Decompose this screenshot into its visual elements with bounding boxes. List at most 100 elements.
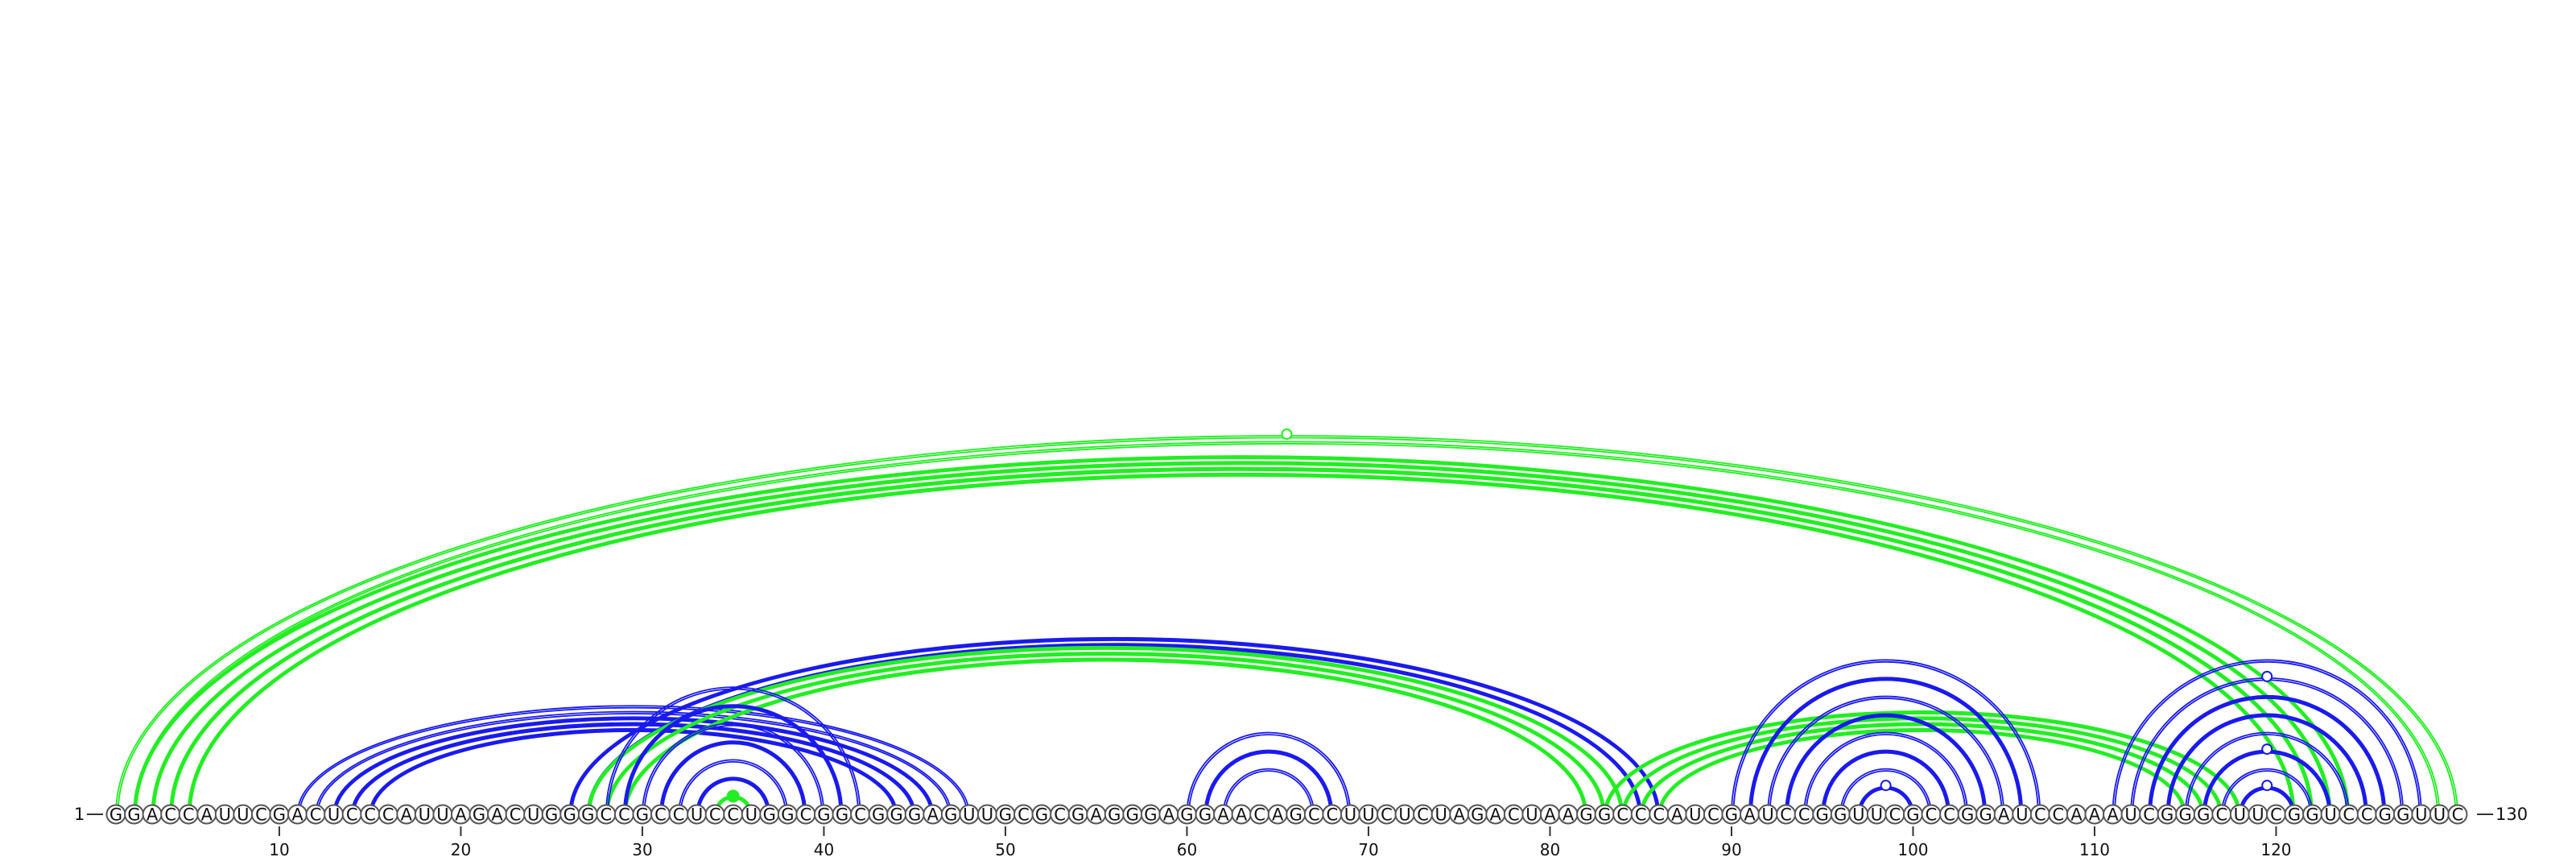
nucleotide-104: G xyxy=(1975,804,1996,825)
nucleotide-109: A xyxy=(2066,804,2087,825)
nucleotide-117: C xyxy=(2211,804,2232,825)
nucleotide-67: C xyxy=(1303,804,1324,825)
nucleotide-letter: A xyxy=(1490,805,1502,825)
nucleotide-40: G xyxy=(813,804,834,825)
arc-blue-28-42 xyxy=(605,686,861,815)
nucleotide-letter: G xyxy=(2379,805,2392,825)
nucleotide-76: G xyxy=(1467,804,1488,825)
nucleotide-letter: G xyxy=(1725,805,1738,825)
arc-blue-26-86 xyxy=(568,636,1661,815)
nucleotide-letter: U xyxy=(981,805,993,825)
arc-blue-113-126-inner xyxy=(2149,696,2385,815)
nucleotide-letter: A xyxy=(1163,805,1175,825)
nucleotide-letter: C xyxy=(1253,805,1265,825)
nucleotide-107: C xyxy=(2029,804,2050,825)
arc-green-29-82 xyxy=(622,657,1588,815)
nucleotide-68: C xyxy=(1322,804,1343,825)
nucleotide-71: C xyxy=(1377,804,1397,825)
nucleotide-63: A xyxy=(1231,804,1252,825)
nucleotide-4: C xyxy=(160,804,181,825)
nucleotide-letter: C xyxy=(709,805,721,825)
nucleotide-8: U xyxy=(233,804,254,825)
nucleotide-letter: C xyxy=(255,805,267,825)
nucleotide-letter: G xyxy=(1126,805,1139,825)
nucleotide-23: C xyxy=(505,804,526,825)
nucleotide-letter: U xyxy=(328,805,340,825)
arc-green-28-83 xyxy=(605,652,1606,815)
nucleotide-letter: C xyxy=(2270,805,2282,825)
nucleotide-letter: C xyxy=(601,805,613,825)
nucleotide-letter: G xyxy=(1035,805,1048,825)
arc-blue-114-125-inner xyxy=(2167,714,2367,815)
nucleotide-letter: A xyxy=(1454,805,1466,825)
nucleotide-96: G xyxy=(1830,804,1851,825)
arc-blue-14-45 xyxy=(350,722,916,815)
nucleotide-letter: U xyxy=(436,805,448,825)
nucleotide-75: A xyxy=(1449,804,1470,825)
arc-blue-32-38-inner xyxy=(679,761,786,815)
nucleotide-letter: G xyxy=(1906,805,1919,825)
tick-label-60: 60 xyxy=(1177,840,1197,857)
nucleotide-100: G xyxy=(1902,804,1923,825)
arc-blue-28-42-inner xyxy=(607,688,859,815)
nucleotide-54: G xyxy=(1067,804,1088,825)
arc-blue-30-40 xyxy=(642,722,825,815)
nucleotide-letter: A xyxy=(291,805,303,825)
nucleotide-letter: A xyxy=(401,805,413,825)
nucleotide-letter: G xyxy=(1471,805,1484,825)
nucleotide-130: C xyxy=(2447,804,2468,825)
tick-label-40: 40 xyxy=(814,840,834,857)
nucleotide-letter: A xyxy=(147,805,159,825)
arc-blue-115-124-inner xyxy=(2186,734,2348,815)
nucleotide-letter: C xyxy=(673,805,685,825)
nucleotide-19: U xyxy=(432,804,453,825)
nucleotide-108: C xyxy=(2048,804,2069,825)
nucleotide-letter: C xyxy=(2143,805,2155,825)
arc-blue-29-41 xyxy=(622,704,844,815)
tick-label-90: 90 xyxy=(1721,840,1741,857)
nucleotide-70: U xyxy=(1358,804,1379,825)
nucleotide-letter: G xyxy=(1979,805,1992,825)
nucleotide-72: U xyxy=(1394,804,1415,825)
nucleotide-101: C xyxy=(1921,804,1942,825)
tick-label-50: 50 xyxy=(995,840,1015,857)
nucleotide-letter: C xyxy=(1635,805,1647,825)
nucleotide-letter: C xyxy=(618,805,630,825)
nucleotide-24: U xyxy=(523,804,544,825)
arc-blue-93-104 xyxy=(1785,713,1988,815)
arc-green-84-117 xyxy=(1621,716,2223,815)
arc-green-86-115-inner xyxy=(1659,729,2186,815)
arc-green-2-129 xyxy=(134,441,2440,814)
nucleotide-letter: C xyxy=(2034,805,2046,825)
nucleotide-letter: U xyxy=(2234,805,2246,825)
tick-label-120: 120 xyxy=(2260,840,2291,857)
nucleotide-letter: C xyxy=(364,805,376,825)
arc-blue-29-41-inner xyxy=(624,706,842,815)
nucleotide-127: G xyxy=(2392,804,2413,825)
nucleotide-27: G xyxy=(577,804,598,825)
nucleotide-59: A xyxy=(1158,804,1179,825)
nucleotide-letter: G xyxy=(2179,805,2192,825)
nucleotide-91: A xyxy=(1740,804,1760,825)
nucleotide-letter: G xyxy=(781,805,794,825)
arc-green-86-115 xyxy=(1657,727,2187,815)
tick-label-110: 110 xyxy=(2079,840,2110,857)
nucleotide-letter: C xyxy=(2343,805,2355,825)
nucleotide-51: C xyxy=(1013,804,1034,825)
nucleotide-letter: G xyxy=(109,805,122,825)
nucleotide-letter: G xyxy=(836,805,848,825)
arc-blue-11-48 xyxy=(296,705,970,815)
nucleotide-letter: G xyxy=(944,805,957,825)
marker-green-2 xyxy=(726,789,740,803)
nucleotide-letter: A xyxy=(1217,805,1229,825)
nucleotide-115: G xyxy=(2175,804,2196,825)
nucleotide-52: G xyxy=(1031,804,1052,825)
arc-green-4-122 xyxy=(169,466,2314,815)
nucleotide-letter: C xyxy=(1926,805,1938,825)
nucleotide-letter: G xyxy=(2161,805,2174,825)
nucleotide-letter: G xyxy=(1199,805,1212,825)
nucleotide-letter: C xyxy=(1508,805,1520,825)
nucleotide-21: G xyxy=(469,804,489,825)
nucleotide-57: G xyxy=(1122,804,1143,825)
arc-blue-93-104-inner xyxy=(1786,714,1986,815)
